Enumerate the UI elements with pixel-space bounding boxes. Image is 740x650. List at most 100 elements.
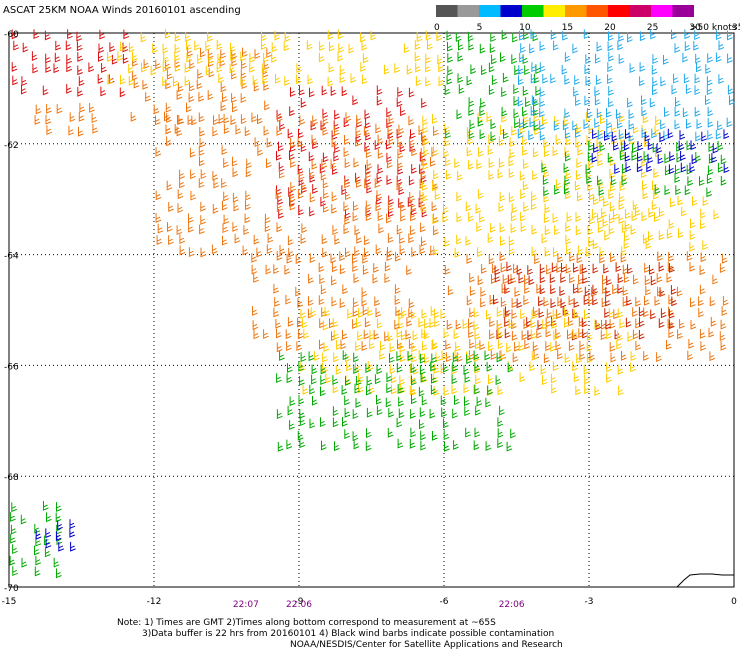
wind-barb: [511, 203, 518, 214]
wind-barb: [179, 169, 185, 180]
wind-barb: [207, 32, 213, 42]
wind-barb: [385, 397, 392, 408]
wind-barb: [589, 351, 596, 362]
wind-barb: [504, 317, 510, 327]
wind-barb: [168, 202, 174, 212]
wind-barb: [365, 363, 372, 373]
wind-barb: [78, 76, 85, 87]
wind-barb: [362, 265, 369, 275]
wind-barb: [509, 137, 516, 148]
wind-barb: [437, 54, 443, 65]
wind-barb: [177, 82, 184, 93]
wind-barb: [550, 30, 557, 40]
wind-barb: [512, 32, 518, 43]
wind-barb: [241, 59, 247, 70]
wind-barb: [308, 273, 314, 284]
wind-barb: [554, 185, 560, 195]
wind-barb: [150, 65, 157, 76]
wind-barb: [572, 43, 579, 54]
wind-barb: [322, 247, 328, 258]
wind-barb: [261, 40, 267, 50]
wind-barb: [626, 296, 632, 306]
wind-barb: [375, 123, 382, 134]
wind-barb: [352, 319, 358, 329]
wind-barb: [278, 141, 284, 152]
wind-barb: [539, 107, 545, 118]
wind-barb: [520, 211, 526, 222]
wind-barb: [367, 361, 374, 371]
wind-barb: [420, 168, 427, 179]
wind-barb: [513, 96, 520, 106]
wind-barb: [581, 264, 588, 274]
wind-barb: [544, 147, 550, 157]
wind-barb: [399, 142, 406, 153]
wind-barb: [397, 149, 404, 159]
wind-barb: [360, 62, 366, 72]
wind-barb: [669, 151, 675, 162]
wind-barb: [531, 225, 538, 235]
wind-barb: [445, 339, 451, 350]
wind-barb: [496, 352, 503, 363]
wind-barb: [419, 244, 426, 255]
wind-barb: [533, 120, 540, 131]
wind-barb: [523, 159, 529, 170]
wind-barb: [653, 168, 660, 179]
wind-speed-colorbar: 051015202530354045>50 knots: [434, 5, 740, 33]
wind-barb: [496, 307, 503, 317]
wind-barb: [641, 168, 647, 178]
wind-barb: [373, 330, 380, 340]
wind-barb: [322, 320, 329, 331]
colorbar-label: 10: [519, 23, 531, 33]
wind-barb: [555, 134, 562, 145]
wind-barb: [251, 253, 257, 263]
wind-barb: [251, 112, 258, 123]
wind-barb: [458, 40, 464, 51]
wind-barb: [614, 164, 620, 175]
wind-barb: [522, 135, 528, 146]
wind-barb: [604, 230, 610, 241]
wind-barb: [612, 284, 618, 295]
wind-barb: [497, 438, 503, 449]
colorbar-segment: [479, 5, 501, 17]
wind-barb: [594, 95, 601, 106]
wind-barb: [454, 350, 461, 360]
wind-barb: [633, 274, 639, 285]
wind-barb: [519, 372, 526, 383]
wind-barb: [532, 170, 538, 180]
wind-barb: [221, 145, 228, 155]
wind-barb: [21, 557, 28, 568]
wind-barb: [683, 73, 690, 84]
wind-barb: [457, 73, 464, 84]
wind-barb: [386, 175, 393, 185]
wind-barb: [400, 106, 406, 117]
wind-barb: [533, 106, 539, 117]
wind-barb: [174, 43, 181, 54]
wind-barb: [409, 192, 415, 202]
wind-barb: [632, 329, 639, 340]
wind-barb: [729, 95, 735, 106]
wind-barb: [398, 309, 404, 320]
wind-barb: [543, 296, 550, 307]
wind-barb: [546, 264, 552, 275]
wind-barb: [709, 296, 716, 307]
wind-barb: [489, 329, 495, 340]
wind-barb: [46, 512, 52, 523]
wind-barb: [411, 375, 417, 386]
wind-barb: [488, 62, 495, 73]
colorbar-label: 35: [732, 23, 740, 33]
wind-barb: [35, 530, 42, 540]
wind-barb: [445, 352, 452, 362]
wind-barb: [722, 296, 729, 306]
wind-barb: [680, 151, 686, 161]
wind-barb: [318, 262, 325, 273]
wind-barb: [424, 318, 430, 329]
wind-barb: [283, 41, 290, 52]
wind-barb: [481, 264, 487, 274]
wind-barb: [312, 395, 318, 406]
wind-barb: [591, 208, 598, 219]
wind-barb: [565, 151, 571, 162]
wind-barb: [334, 143, 340, 154]
wind-barb: [411, 164, 417, 174]
wind-barb: [441, 407, 447, 418]
wind-barb: [555, 309, 562, 320]
